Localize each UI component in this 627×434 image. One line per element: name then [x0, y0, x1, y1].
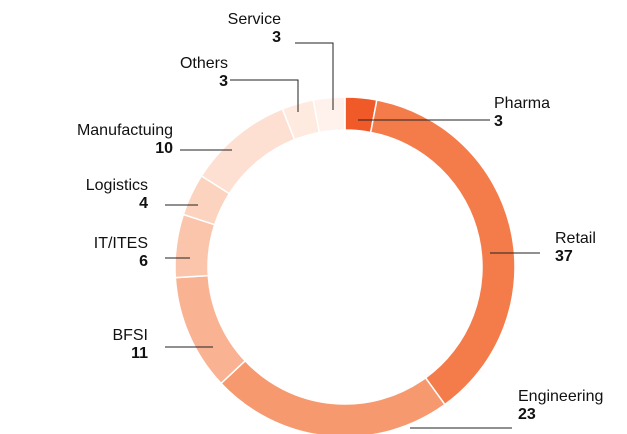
leader-line	[230, 79, 299, 112]
slice-value: 37	[555, 248, 573, 265]
slice-value: 4	[139, 195, 148, 212]
slice-label: BFSI	[112, 327, 148, 344]
slice-value: 3	[272, 29, 281, 46]
donut-slice	[312, 96, 346, 134]
slice-label: Pharma	[494, 95, 550, 112]
donut-slice	[200, 107, 296, 195]
slice-label: Engineering	[518, 388, 603, 405]
donut-slice	[369, 99, 516, 406]
slice-label: Logistics	[86, 177, 148, 194]
slice-value: 3	[494, 113, 503, 130]
slice-label: Retail	[555, 230, 596, 247]
slice-value: 3	[219, 73, 228, 90]
slice-label: Service	[228, 11, 281, 28]
slice-value: 10	[155, 140, 173, 157]
donut-slice	[220, 359, 446, 434]
slice-label: Manufactuing	[77, 122, 173, 139]
slice-label: Others	[180, 55, 228, 72]
slice-value: 23	[518, 406, 536, 423]
slice-value: 6	[139, 253, 148, 270]
leader-line	[295, 42, 334, 110]
slice-value: 11	[131, 345, 148, 362]
slice-label: IT/ITES	[94, 235, 148, 252]
donut-slice	[174, 213, 216, 279]
donut-slice	[174, 274, 247, 385]
